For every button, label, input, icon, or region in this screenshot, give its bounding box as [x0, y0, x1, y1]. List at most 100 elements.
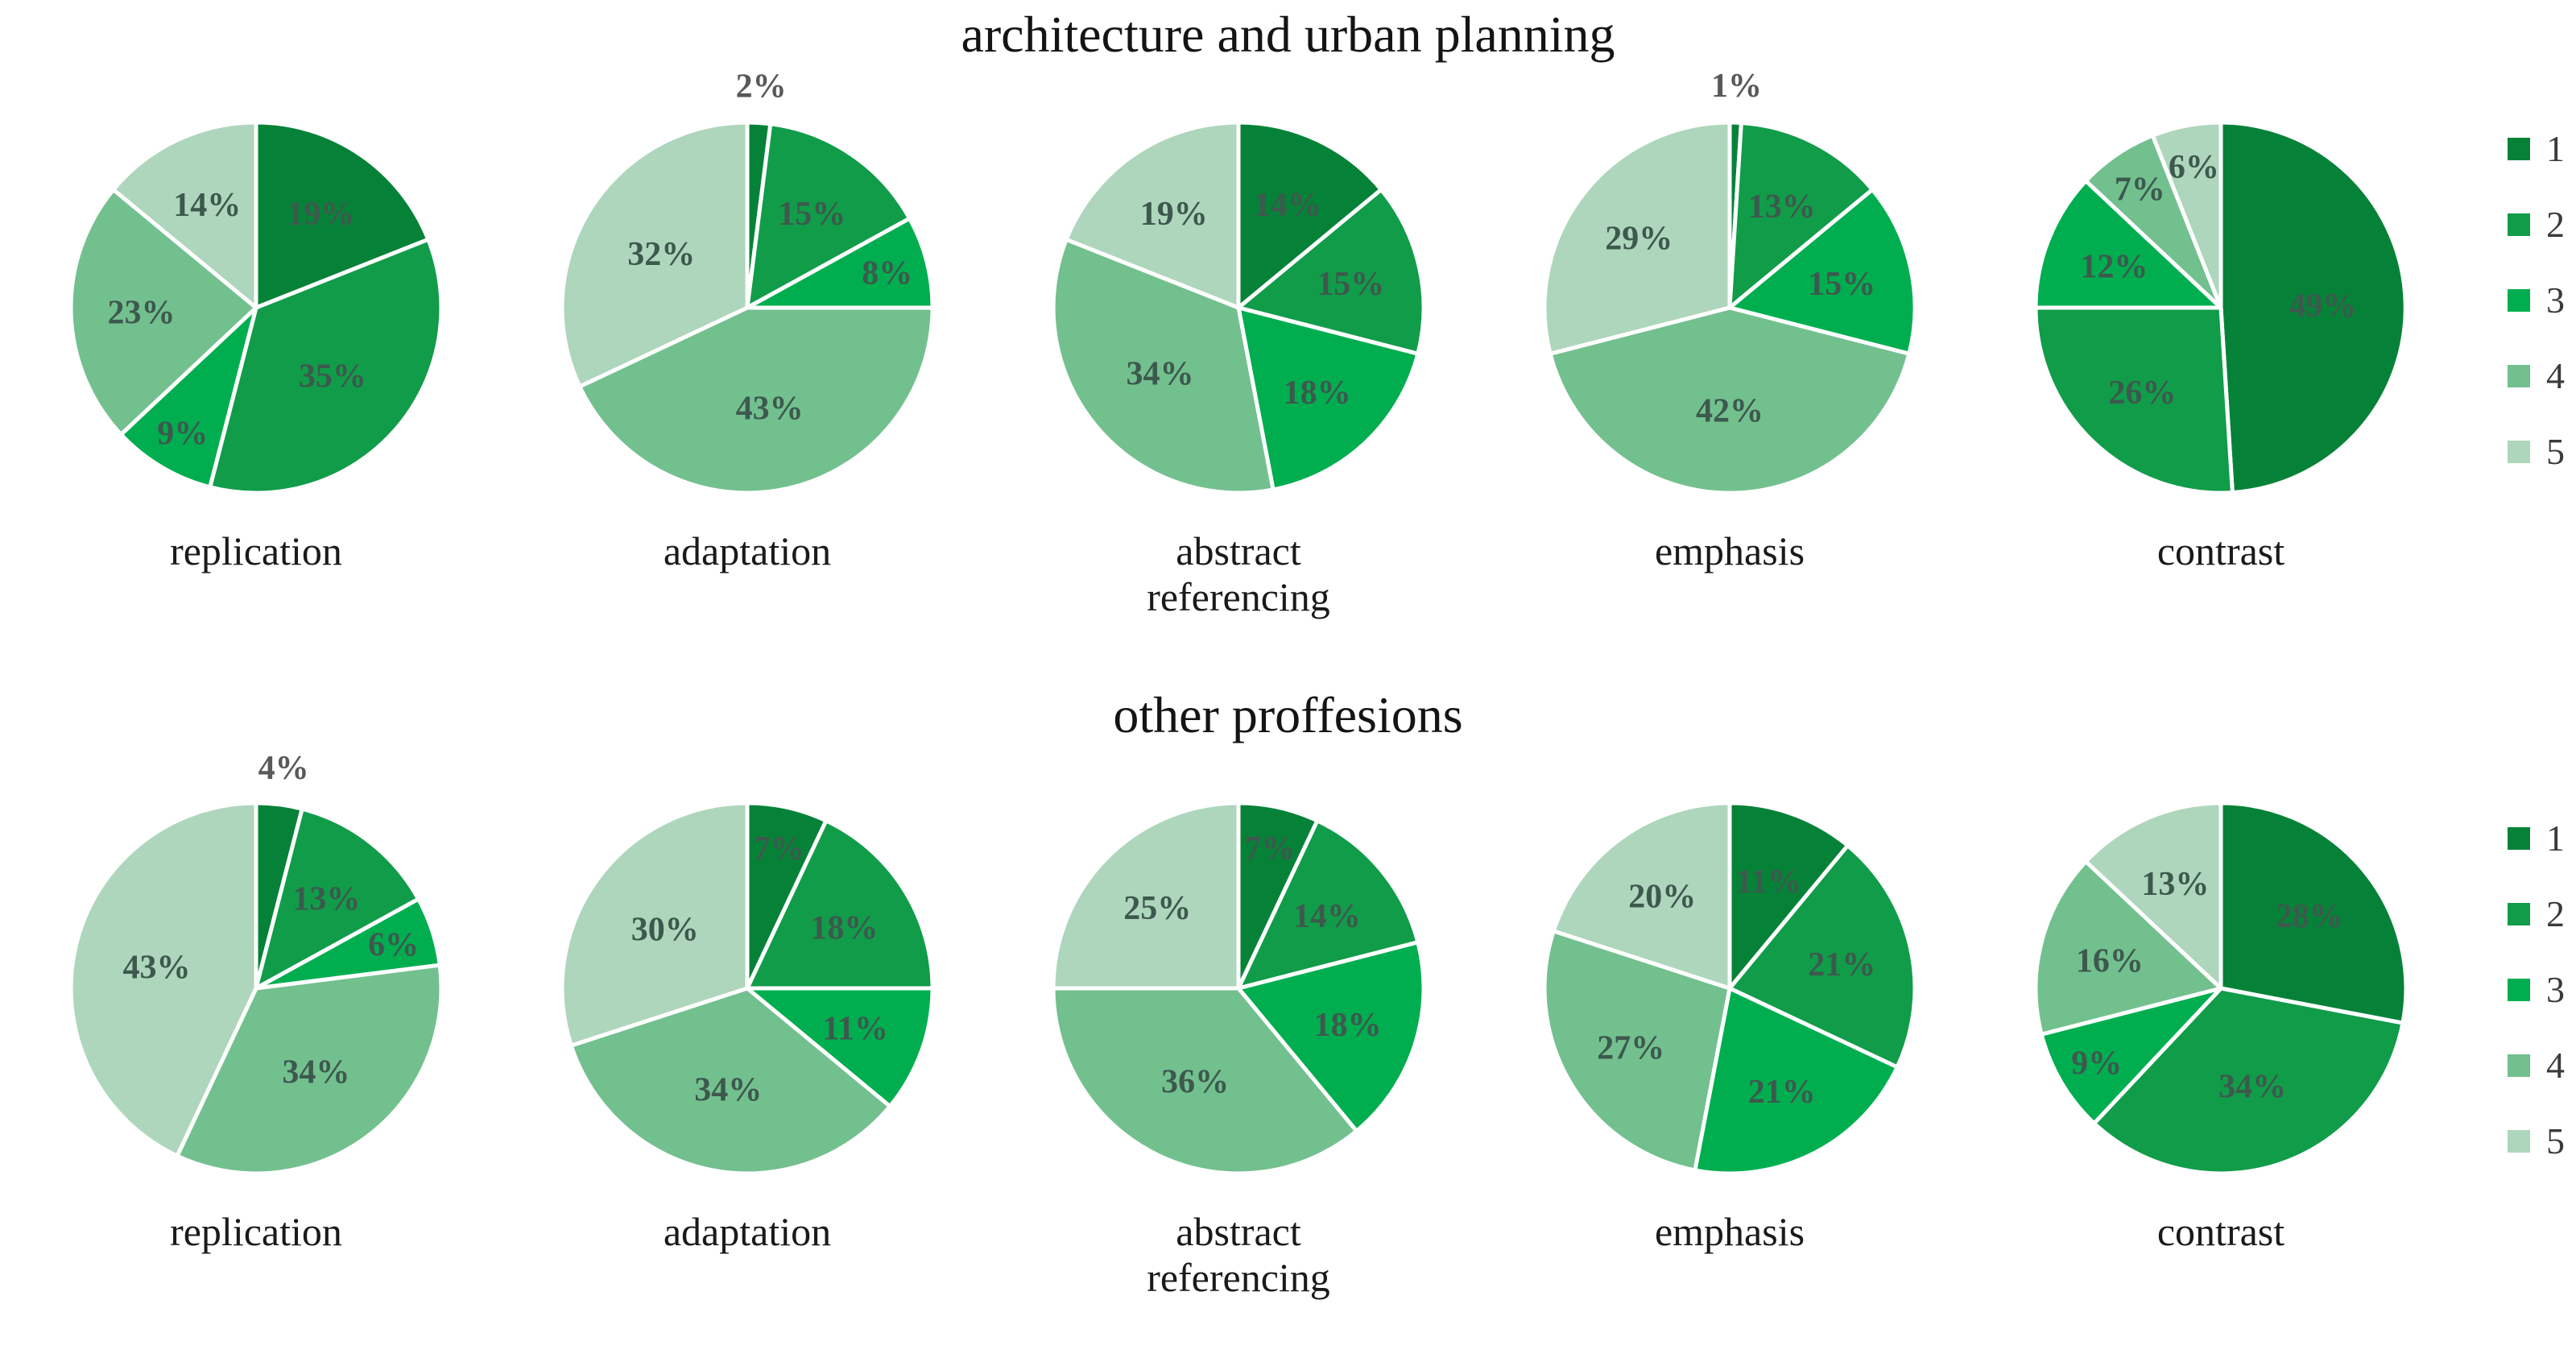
slice-value-label: 11% — [822, 1010, 888, 1047]
legend-label: 3 — [2546, 279, 2565, 321]
slice-value-label: 18% — [810, 909, 878, 946]
slice-value-label: 4% — [258, 750, 309, 787]
legend-label: 4 — [2546, 1045, 2565, 1086]
pie-slice-2 — [745, 121, 912, 310]
legend-label: 3 — [2546, 969, 2565, 1010]
pie-figure: 2% 15% 8% 43% 32% adaptation — [504, 64, 990, 621]
pie-slice-3 — [745, 986, 935, 1108]
slice-value-label: 23% — [108, 294, 176, 331]
slice-value-label: 8% — [862, 255, 912, 292]
legend-swatch-icon — [2508, 827, 2530, 850]
legend-label: 1 — [2546, 128, 2565, 169]
slice-value-label: 14% — [173, 187, 241, 224]
slice-value-label: 19% — [287, 196, 354, 233]
pie-slice-2 — [208, 237, 444, 495]
pie-slice-3 — [1693, 986, 1900, 1176]
legend-swatch-icon — [2508, 903, 2530, 925]
pie-slice-1 — [254, 120, 431, 310]
slice-value-label: 12% — [2080, 248, 2148, 285]
slice-value-label: 43% — [736, 390, 804, 427]
slice-value-label: 15% — [778, 196, 846, 233]
slice-value-label: 13% — [292, 880, 360, 917]
pie-slice-5 — [2083, 801, 2223, 991]
pie-caption: adaptation — [663, 1208, 832, 1254]
legend-label: 5 — [2546, 431, 2565, 472]
legend-item: 2 — [2508, 896, 2565, 933]
pie-slice-1 — [2218, 120, 2408, 495]
slice-value-label: 18% — [1284, 375, 1351, 412]
pie-slice-1 — [1727, 801, 1850, 991]
pie-figure: 7% 14% 18% 36% 25% abstract referencing — [995, 745, 1482, 1302]
pie-figure: 28% 34% 9% 16% 13% contrast — [1978, 745, 2464, 1302]
section-title: other proffesions — [1113, 686, 1463, 743]
legend-item: 3 — [2508, 282, 2565, 319]
pie-slice-2 — [1727, 843, 1917, 1069]
legend-item: 4 — [2508, 1047, 2565, 1084]
slice-value-label: 36% — [1161, 1063, 1229, 1100]
pie-slice-2 — [1236, 818, 1420, 991]
legend-swatch-icon — [2508, 213, 2530, 236]
pie-caption: replication — [170, 1208, 342, 1254]
pie-figure: 1% 13% 15% 42% 29% emphasis — [1486, 64, 1973, 621]
pie-figure: 14% 15% 18% 34% 19% abstract referencing — [995, 64, 1482, 621]
pie-caption: abstract referencing — [1147, 528, 1330, 620]
slice-value-label: 9% — [157, 415, 208, 452]
slice-value-label: 35% — [299, 358, 366, 395]
legend-swatch-icon — [2508, 365, 2530, 387]
pie-slice-1 — [2218, 801, 2409, 1025]
slice-value-label: 34% — [282, 1054, 349, 1091]
pie-slice-2 — [2033, 305, 2235, 495]
section-other-professions: other proffesions 4% 13% 6% 34% 43% replicat… — [0, 681, 2576, 1302]
pie-slice-4 — [569, 986, 892, 1176]
pie-caption: abstract referencing — [1147, 1208, 1330, 1301]
pie-slice-5 — [2150, 120, 2223, 310]
pie-chart: 14% 15% 18% 34% 19% — [1051, 120, 1426, 495]
section-title: architecture and urban planning — [961, 6, 1615, 63]
pie-slice-4 — [1542, 928, 1732, 1172]
slice-value-label: 2% — [736, 68, 787, 105]
slice-value-label: 34% — [694, 1071, 762, 1108]
slice-value-label: 16% — [2076, 942, 2144, 979]
pie-slice-2 — [745, 818, 935, 991]
pie-chart: 28% 34% 9% 16% 13% — [2033, 801, 2409, 1176]
pie-slice-3 — [2039, 986, 2223, 1125]
slice-value-label: 27% — [1597, 1029, 1664, 1066]
legend-label: 2 — [2546, 893, 2565, 934]
pie-slice-4 — [1548, 305, 1912, 495]
pie-slice-3 — [1236, 305, 1420, 491]
pie-chart: 7% 18% 11% 34% 30% — [560, 801, 935, 1176]
pie-chart: 11% 21% 21% 27% 20% — [1542, 801, 1917, 1176]
legend-swatch-icon — [2508, 979, 2530, 1001]
pie-figure: 7% 18% 11% 34% 30% adaptation — [504, 745, 990, 1302]
legend-swatch-icon — [2508, 1130, 2530, 1153]
slice-value-label: 14% — [1254, 187, 1321, 224]
slice-value-label: 32% — [627, 236, 695, 273]
slice-value-label: 26% — [2108, 375, 2176, 412]
legend-swatch-icon — [2508, 441, 2530, 463]
legend-item: 1 — [2508, 820, 2565, 857]
legend-item: 4 — [2508, 358, 2565, 395]
pie-figure: 49% 26% 12% 7% 6% contrast — [1978, 64, 2464, 621]
slice-value-label: 15% — [1317, 265, 1384, 302]
pie-slice-2 — [254, 806, 421, 991]
pie-slice-5 — [560, 120, 750, 388]
slice-value-label: 11% — [1735, 863, 1801, 900]
slice-value-label: 20% — [1628, 878, 1696, 915]
section-architecture: architecture and urban planning 19% 35% 9%… — [0, 0, 2576, 621]
pie-chart: 4% 13%6% 34% 43% — [68, 750, 444, 1176]
slice-value-label: 19% — [1140, 196, 1208, 233]
legend-label: 1 — [2546, 818, 2565, 859]
slice-value-label: 7% — [754, 830, 804, 867]
slice-value-label: 7% — [1245, 830, 1296, 867]
pie-slice-1 — [1236, 120, 1383, 310]
pie-chart: 19% 35% 9% 23% 14% — [68, 120, 444, 495]
pie-slice-5 — [560, 801, 750, 1048]
pie-figure: 11% 21% 21% 27% 20% emphasis — [1486, 745, 1973, 1302]
pie-chart: 2% 15% 8% 43% 32% — [560, 68, 935, 495]
pie-slice-5 — [68, 801, 258, 1158]
legend-swatch-icon — [2508, 289, 2530, 312]
pie-caption: emphasis — [1654, 1208, 1805, 1254]
pie-slice-3 — [2033, 178, 2223, 310]
legend-label: 5 — [2546, 1120, 2565, 1161]
